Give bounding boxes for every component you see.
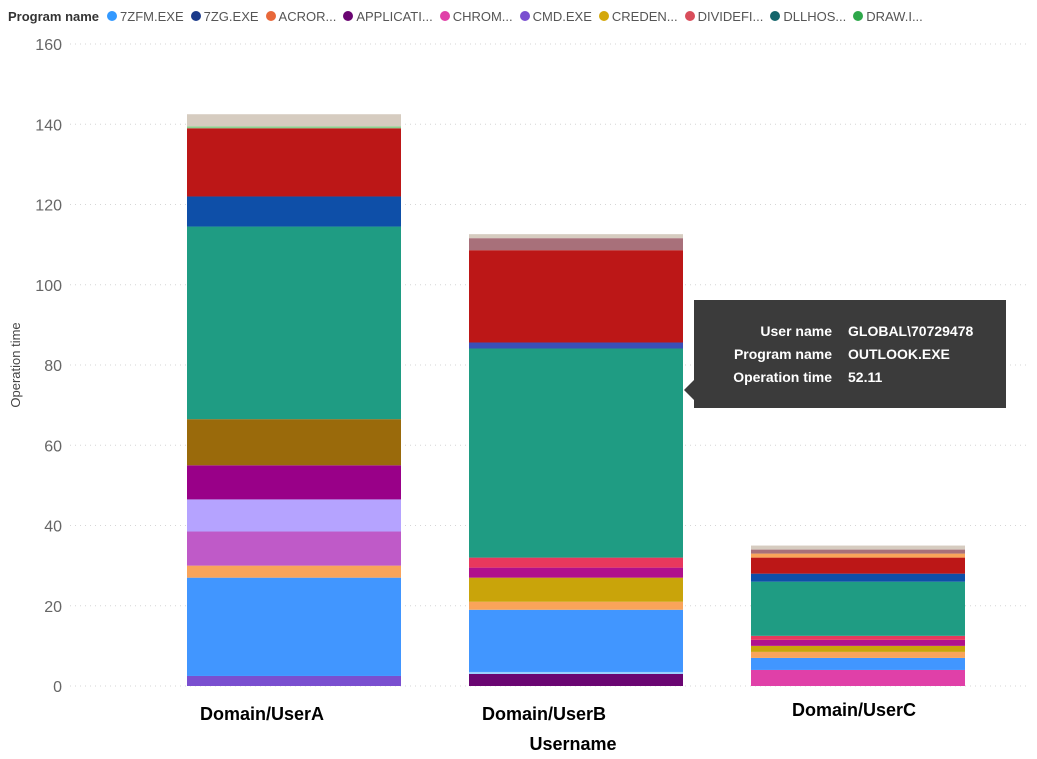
legend-marker — [265, 11, 276, 21]
y-tick-label: 120 — [35, 198, 62, 215]
x-tick-label: Domain/UserA — [200, 704, 324, 724]
bar-segment — [187, 675, 401, 686]
y-tick-label: 100 — [35, 278, 62, 295]
bar-segment — [751, 553, 965, 558]
bar-segment — [187, 419, 401, 466]
y-axis-title: Operation time — [8, 322, 23, 407]
tooltip-row: Program name OUTLOOK.EXE — [694, 343, 990, 366]
legend-item-label: 7ZFM.EXE — [120, 8, 184, 24]
bar-segment — [751, 581, 965, 636]
bar-segment — [469, 577, 683, 602]
legend-item-label: DLLHOS... — [783, 8, 847, 24]
bar-segment — [187, 226, 401, 420]
tooltip-row: User name GLOBAL\70729478 — [694, 320, 990, 343]
bar-segment — [187, 531, 401, 566]
bar-segment — [187, 499, 401, 532]
x-tick-label: Domain/UserB — [482, 704, 606, 724]
bar-segment — [469, 557, 683, 568]
bar-segment — [469, 673, 683, 686]
tooltip-pointer — [684, 380, 694, 400]
bar-segment — [469, 238, 683, 251]
bar-segment — [751, 549, 965, 554]
bar-segment — [751, 651, 965, 658]
legend-marker — [439, 11, 450, 21]
legend-item-label: 7ZG.EXE — [203, 8, 259, 24]
legend-item[interactable]: 7ZG.EXE — [190, 8, 259, 24]
bar-segment — [751, 635, 965, 640]
y-tick-label: 0 — [53, 679, 62, 696]
bar-segment — [469, 601, 683, 610]
bar-segment — [187, 128, 401, 197]
bar-segment — [469, 342, 683, 349]
legend-item-label: DIVIDEFI... — [697, 8, 764, 24]
bar-segment — [751, 669, 965, 686]
tooltip-key: Operation time — [733, 369, 832, 385]
legend-item[interactable]: DRAW.I... — [853, 9, 923, 24]
legend-marker — [770, 11, 781, 21]
tooltip-row: Operation time 52.11 — [694, 366, 990, 389]
legend-item[interactable]: ACROR... — [265, 8, 337, 24]
y-tick-label: 80 — [44, 358, 62, 375]
data-tooltip: User name GLOBAL\70729478 Program name O… — [684, 300, 1006, 408]
bar-segment — [187, 196, 401, 227]
legend-item-label: ACROR... — [278, 8, 337, 24]
bar-segment — [751, 645, 965, 652]
bar-segment — [751, 657, 965, 670]
legend-item-label: APPLICATI... — [356, 8, 433, 24]
legend-item[interactable]: CHROM... — [439, 8, 513, 24]
legend-item[interactable]: APPLICATI... — [343, 8, 433, 24]
bar-segment — [187, 565, 401, 578]
y-tick-label: 60 — [44, 438, 62, 455]
bar-segment — [469, 567, 683, 578]
bar-segment — [469, 671, 683, 674]
legend-marker — [684, 11, 695, 21]
bar-segment — [469, 234, 683, 239]
y-tick-label: 40 — [44, 519, 62, 536]
tooltip-key: Program name — [733, 346, 832, 362]
legend-item[interactable]: CMD.EXE — [519, 8, 592, 24]
legend-marker — [853, 11, 864, 21]
bar-segment — [751, 557, 965, 574]
legend-marker — [343, 11, 354, 21]
x-tick-label: Domain/UserC — [792, 700, 916, 720]
y-tick-label: 140 — [35, 117, 62, 134]
y-tick-label: 160 — [35, 37, 62, 54]
x-axis-title: Username — [529, 734, 616, 754]
legend-item-label: CREDEN... — [611, 8, 678, 24]
bar-segment — [751, 545, 965, 550]
legend-item-label: CMD.EXE — [532, 8, 592, 24]
legend-item[interactable]: CREDEN... — [598, 8, 678, 24]
chart-legend: Program name 7ZFM.EXE 7ZG.EXE ACROR... A… — [8, 6, 930, 26]
legend-marker — [598, 11, 609, 21]
bar-segment — [751, 639, 965, 646]
bar-segment — [469, 348, 683, 558]
tooltip-value: OUTLOOK.EXE — [848, 346, 950, 362]
y-tick-label: 20 — [44, 599, 62, 616]
legend-item-label: CHROM... — [452, 8, 513, 24]
bar-segment — [751, 573, 965, 582]
bar-segment — [187, 465, 401, 500]
legend-item[interactable]: DIVIDEFI... — [684, 8, 764, 24]
legend-title: Program name — [8, 8, 100, 24]
bar-segment — [469, 250, 683, 343]
legend-item[interactable]: 7ZFM.EXE — [107, 9, 184, 24]
tooltip-key: User name — [760, 323, 832, 339]
bar-segment — [469, 609, 683, 672]
legend-marker — [519, 11, 530, 21]
legend-item[interactable]: DLLHOS... — [770, 9, 846, 24]
tooltip-value: 52.11 — [848, 369, 883, 385]
bar-segment — [187, 577, 401, 676]
legend-item-label: DRAW.I... — [866, 8, 923, 24]
legend-marker — [107, 11, 118, 21]
legend-marker — [190, 11, 201, 21]
bar-segment — [187, 126, 401, 129]
tooltip-value: GLOBAL\70729478 — [848, 323, 974, 339]
bar-segment — [187, 114, 401, 127]
